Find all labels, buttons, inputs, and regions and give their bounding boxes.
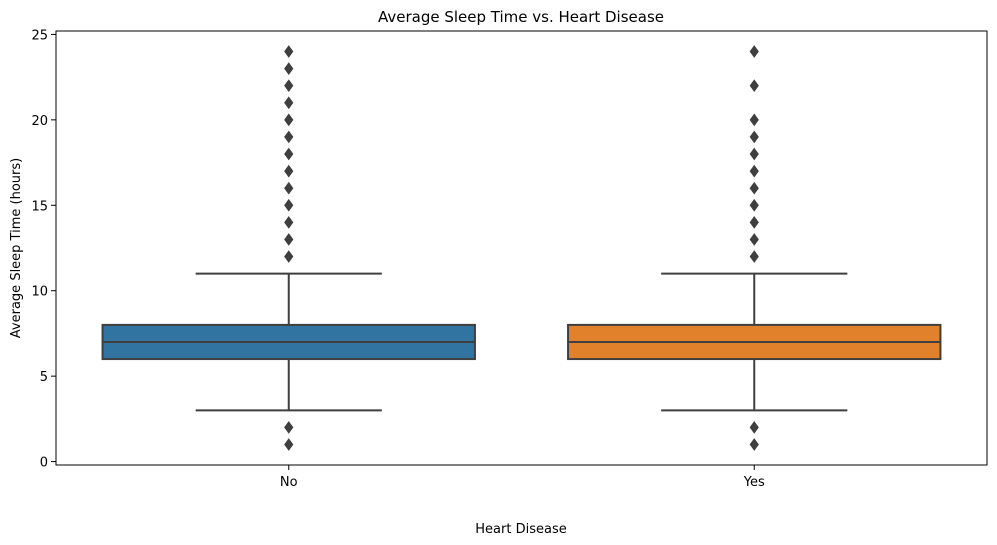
- x-axis-label: Heart Disease: [475, 522, 566, 537]
- outlier-point: [284, 250, 294, 263]
- outlier-point: [284, 164, 294, 178]
- y-axis-ticks: 0 5 10 15 20 25: [31, 28, 56, 471]
- plot-area: [101, 45, 942, 451]
- outlier-point: [749, 79, 759, 93]
- outlier-point: [284, 216, 294, 229]
- outlier-point: [284, 62, 294, 75]
- outlier-point: [749, 147, 759, 161]
- y-tick-label: 15: [31, 199, 48, 214]
- box-group-yes: [567, 45, 942, 451]
- outlier-point: [284, 233, 294, 246]
- x-tick-label: No: [280, 475, 298, 490]
- outlier-point: [749, 250, 759, 263]
- y-tick-label: 5: [40, 370, 48, 385]
- y-axis-label: Average Sleep Time (hours): [9, 158, 24, 338]
- outlier-point: [749, 164, 759, 178]
- outlier-point: [284, 79, 294, 93]
- outlier-point: [749, 198, 759, 212]
- outlier-point: [284, 45, 294, 58]
- outlier-point: [749, 233, 759, 246]
- x-tick-label: Yes: [743, 475, 765, 490]
- outlier-point: [749, 113, 759, 127]
- outlier-point: [284, 438, 294, 451]
- outlier-point: [749, 421, 759, 434]
- x-axis-ticks: No Yes: [280, 465, 765, 490]
- chart-title: Average Sleep Time vs. Heart Disease: [378, 8, 664, 26]
- outlier-point: [749, 45, 759, 58]
- y-tick-label: 10: [31, 285, 48, 300]
- outlier-point: [284, 147, 294, 161]
- outlier-point: [749, 216, 759, 229]
- outlier-point: [749, 130, 759, 144]
- outlier-point: [749, 438, 759, 451]
- outlier-point: [284, 421, 294, 434]
- outlier-point: [749, 181, 759, 195]
- outlier-point: [284, 113, 294, 127]
- y-tick-label: 25: [31, 28, 48, 43]
- outlier-point: [284, 96, 294, 110]
- outlier-point: [284, 130, 294, 144]
- outlier-point: [284, 181, 294, 195]
- plot-frame: [55, 30, 988, 466]
- y-tick-label: 0: [40, 456, 48, 471]
- outlier-point: [284, 198, 294, 212]
- y-tick-label: 20: [31, 114, 48, 129]
- box-group-no: [101, 45, 476, 451]
